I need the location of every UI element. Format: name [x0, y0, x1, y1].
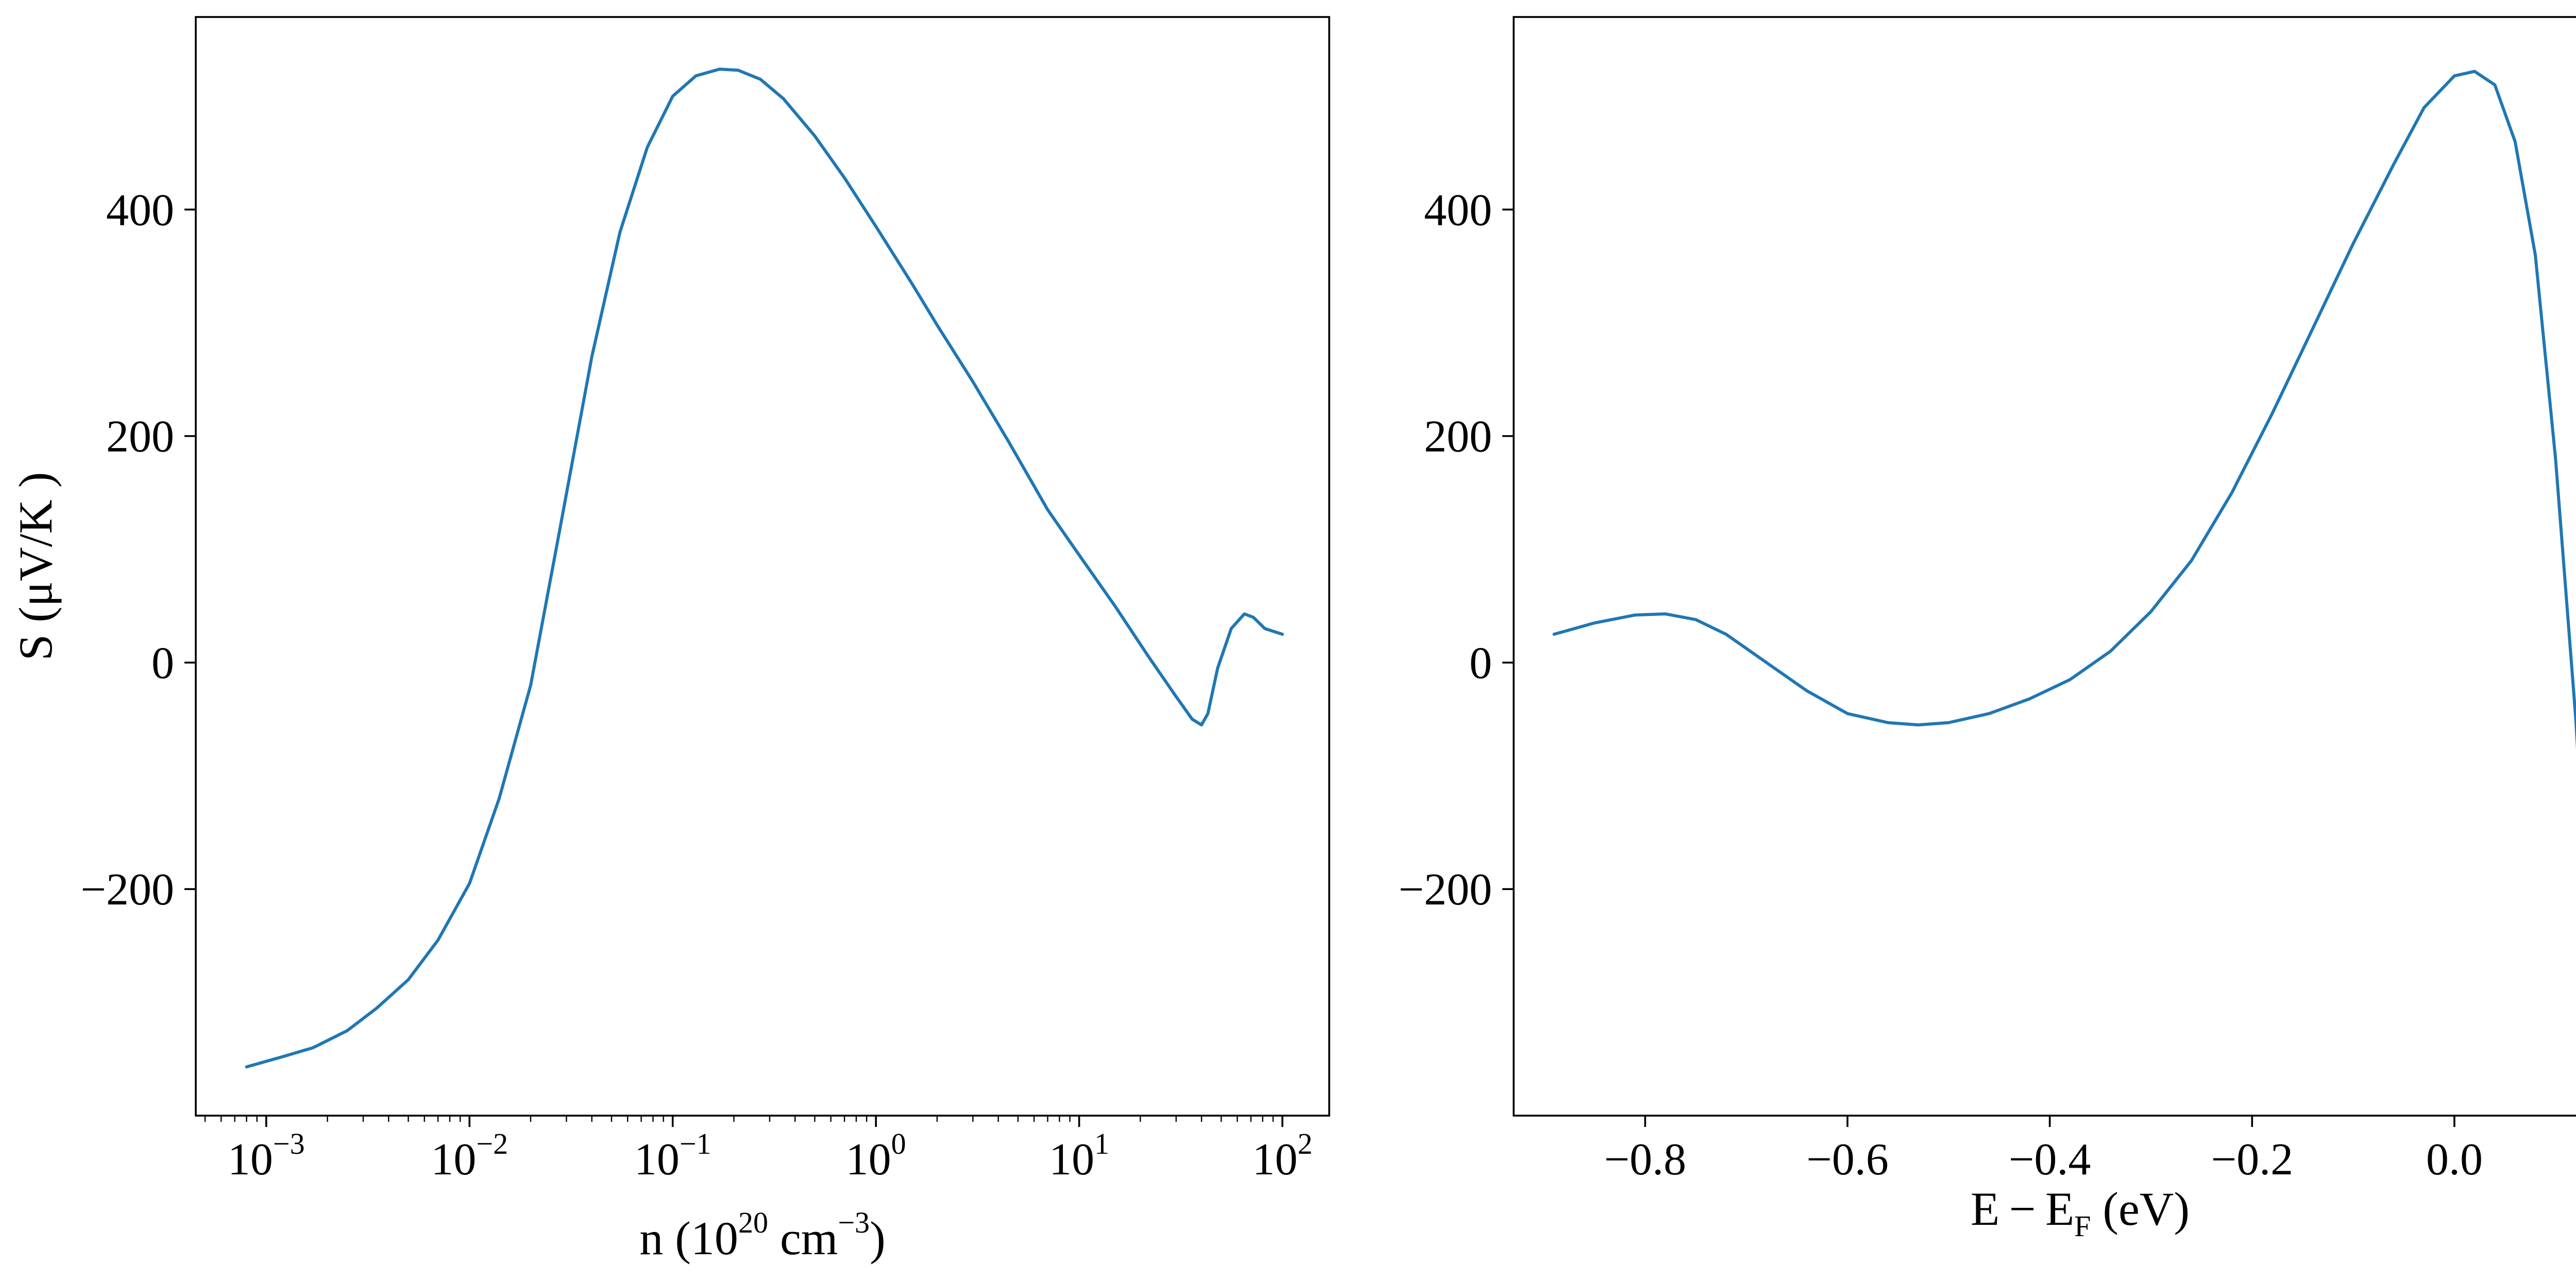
- y-tick-label: 0: [1469, 638, 1492, 688]
- x-tick-label: −0.4: [2009, 1135, 2091, 1185]
- plot-frame: [1513, 16, 2576, 1117]
- x-tick-label: 100: [846, 1127, 906, 1185]
- x-tick-label: 102: [1252, 1127, 1313, 1185]
- x-tick-label: −0.6: [1806, 1135, 1889, 1185]
- y-tick-label: 400: [1424, 185, 1492, 235]
- x-tick-label: −0.8: [1604, 1135, 1686, 1185]
- y-tick-label: 400: [106, 185, 174, 235]
- y-tick-label: −200: [80, 865, 174, 915]
- x-tick-label: 101: [1049, 1127, 1109, 1185]
- x-tick-label: −0.2: [2211, 1135, 2293, 1185]
- left-panel-seebeck-vs-carrier-concentration: 10−3 10−2 10−1 100 101 102 −200 0 200 400 n (1020 …: [9, 16, 1330, 1264]
- x-axis-label: n (1020 cm−3): [639, 1206, 885, 1264]
- y-tick-label: 0: [151, 638, 174, 688]
- x-tick-label: 10−3: [228, 1127, 305, 1185]
- series-line-0-0: [245, 67, 1284, 1069]
- x-axis-label: E − EF (eV): [1971, 1183, 2190, 1243]
- series-line-1-0: [1552, 70, 2576, 750]
- plot-frame: [195, 16, 1330, 1117]
- x-tick-label: 0.0: [2426, 1135, 2483, 1185]
- y-tick-label: −200: [1398, 865, 1492, 915]
- x-tick-label: 10−1: [634, 1127, 711, 1185]
- y-tick-label: 200: [1424, 412, 1492, 462]
- right-panel-seebeck-vs-energy: −0.8 −0.6 −0.4 −0.2 0.0 −200 0 200 400 E − EF (eV…: [1398, 16, 2576, 1243]
- y-axis-label: S (μV/K ): [9, 472, 62, 660]
- x-tick-label: 10−2: [431, 1127, 508, 1185]
- y-tick-label: 200: [106, 412, 174, 462]
